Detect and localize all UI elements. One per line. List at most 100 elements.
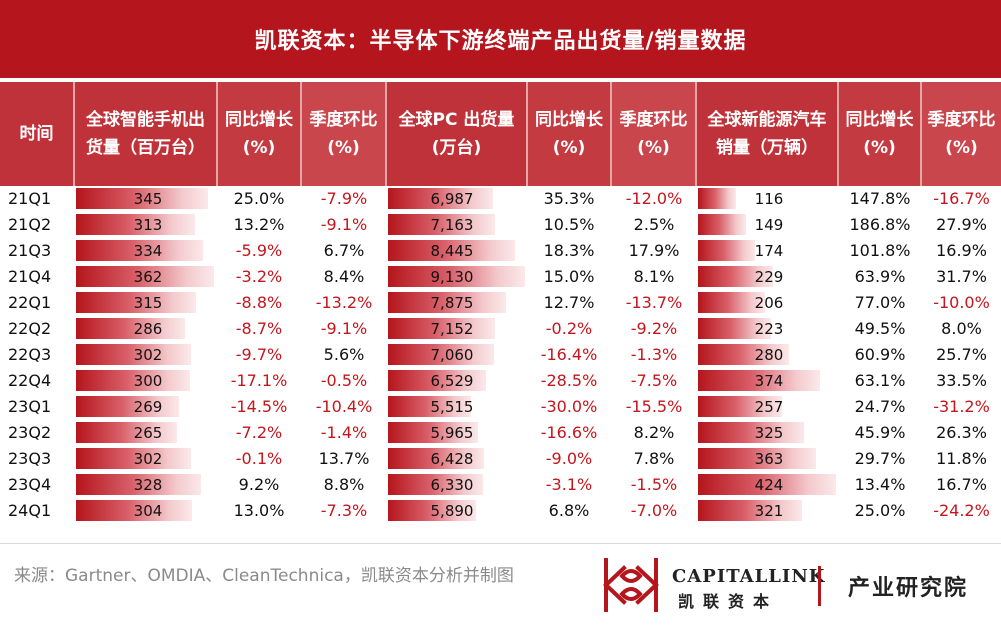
pc-yoy-cell: 12.7% (543, 293, 595, 312)
header-pc: 全球PC 出货量 (万台) (387, 82, 526, 186)
pc-qoq-cell: -13.7% (625, 293, 683, 312)
table-row: 21Q2 313 13.2% -9.1% 7,163 10.5% 2.5% 149 186.8%… (0, 212, 1001, 238)
phone-shipment-value: 362 (133, 268, 163, 286)
pc-yoy-cell: 10.5% (543, 215, 595, 234)
pc-shipment-bar (388, 500, 476, 521)
pc-qoq-cell: -1.5% (630, 475, 678, 494)
ev-sales-bar (698, 214, 746, 235)
header-pc-yoy-line1: 同比增长 (535, 110, 603, 130)
pc-shipment-value: 5,515 (430, 398, 474, 416)
period-cell: 22Q3 (8, 345, 52, 364)
brand-name-en: CAPITALLINK (672, 566, 826, 587)
phone-yoy-cell: -8.7% (235, 319, 283, 338)
phone-qoq-cell: -7.9% (320, 189, 368, 208)
header-phone-qoq-line2: (%) (327, 138, 360, 158)
pc-shipment-bar (388, 474, 483, 495)
ev-qoq-cell: 25.7% (936, 345, 987, 364)
phone-shipment-bar (76, 188, 208, 209)
header-pc-yoy-line2: (%) (552, 138, 586, 158)
period-cell: 22Q1 (8, 293, 52, 312)
pc-shipment-bar (388, 292, 506, 313)
header-phone-yoy-line2: (%) (242, 138, 276, 158)
header-phone: 全球智能手机出 货量（百万台） (75, 82, 216, 186)
phone-shipment-value: 345 (133, 190, 163, 208)
pc-yoy-cell: -16.4% (540, 345, 598, 364)
pc-qoq-cell: -1.3% (630, 345, 678, 364)
ev-qoq-cell: 27.9% (936, 215, 987, 234)
phone-shipment-bar (76, 500, 192, 521)
header-ev-qoq-line2: (%) (945, 138, 978, 158)
phone-yoy-cell: -17.1% (230, 371, 288, 390)
source-note: 来源：Gartner、OMDIA、CleanTechnica，凯联资本分析并制图 (14, 566, 514, 586)
pc-yoy-cell: -28.5% (540, 371, 598, 390)
header-ev: 全球新能源汽车 销量（万辆） (697, 82, 837, 186)
phone-qoq-cell: -0.5% (320, 371, 368, 390)
pc-shipment-value: 5,890 (430, 502, 474, 520)
period-cell: 21Q2 (8, 215, 52, 234)
period-cell: 24Q1 (8, 501, 52, 520)
pc-shipment-bar (388, 448, 484, 469)
header-ev-yoy: 同比增长 (%) (839, 82, 920, 186)
phone-shipment-value: 302 (133, 450, 163, 468)
period-cell: 21Q3 (8, 241, 52, 260)
ev-sales-bar (698, 318, 771, 339)
ev-qoq-cell: -16.7% (933, 189, 990, 208)
period-cell: 21Q1 (8, 189, 52, 208)
phone-shipment-bar (76, 344, 191, 365)
ev-sales-bar (698, 422, 804, 443)
footer-divider (0, 543, 1001, 544)
phone-shipment-value: 269 (133, 398, 163, 416)
pc-shipment-value: 8,445 (430, 242, 474, 260)
header-ev-yoy-line2: (%) (863, 138, 896, 158)
brand-institute: 产业研究院 (848, 575, 969, 601)
period-cell: 21Q4 (8, 267, 52, 286)
header-ev-qoq-line1: 季度环比 (927, 110, 996, 130)
phone-qoq-cell: 6.7% (323, 241, 365, 260)
pc-shipment-value: 6,987 (430, 190, 474, 208)
phone-yoy-cell: -7.2% (235, 423, 283, 442)
ev-yoy-cell: 49.5% (854, 319, 906, 338)
table-row: 22Q2 286 -8.7% -9.1% 7,152 -0.2% -9.2% 223 49.5%… (0, 316, 1001, 342)
pc-yoy-cell: -3.1% (545, 475, 593, 494)
page-title: 凯联资本：半导体下游终端产品出货量/销量数据 (254, 29, 747, 54)
ev-sales-value: 223 (754, 320, 784, 338)
ev-sales-bar (698, 344, 789, 365)
ev-sales-bar (698, 240, 755, 261)
table-row: 22Q1 315 -8.8% -13.2% 7,875 12.7% -13.7% 206 77.… (0, 290, 1001, 316)
ev-qoq-cell: -10.0% (933, 293, 990, 312)
pc-qoq-cell: 7.8% (633, 449, 675, 468)
table-row: 23Q4 328 9.2% 8.8% 6,330 -3.1% -1.5% 424 13.4% 16… (0, 472, 1001, 498)
ev-sales-bar (698, 266, 773, 287)
pc-yoy-cell: 18.3% (543, 241, 595, 260)
ev-sales-value: 116 (754, 190, 784, 208)
ev-qoq-cell: 26.3% (936, 423, 987, 442)
table-row: 24Q1 304 13.0% -7.3% 5,890 6.8% -7.0% 321 25.0% -… (0, 498, 1001, 524)
phone-yoy-cell: -14.5% (230, 397, 288, 416)
pc-qoq-cell: 8.1% (633, 267, 675, 286)
pc-yoy-cell: 35.3% (543, 189, 595, 208)
ev-qoq-cell: 11.8% (936, 449, 987, 468)
header-period: 时间 (0, 82, 73, 186)
pc-shipment-bar (388, 370, 486, 391)
phone-shipment-bar (76, 292, 196, 313)
header-ev-qoq: 季度环比 (%) (922, 82, 1001, 186)
phone-shipment-value: 286 (133, 320, 163, 338)
ev-sales-bar (698, 370, 820, 391)
header-pc-qoq: 季度环比 (%) (612, 82, 695, 186)
pc-shipment-bar (388, 344, 494, 365)
pc-shipment-bar (388, 214, 495, 235)
ev-yoy-cell: 60.9% (854, 345, 906, 364)
table-row: 21Q4 362 -3.2% 8.4% 9,130 15.0% 8.1% 229 63.9% 31… (0, 264, 1001, 290)
ev-sales-value: 363 (754, 450, 784, 468)
pc-yoy-cell: 6.8% (548, 501, 590, 520)
phone-shipment-value: 304 (133, 502, 163, 520)
pc-shipment-bar (388, 188, 493, 209)
pc-qoq-cell: -9.2% (630, 319, 678, 338)
phone-shipment-bar (76, 448, 191, 469)
period-cell: 23Q4 (8, 475, 52, 494)
header-divider (920, 82, 922, 186)
ev-qoq-cell: 33.5% (936, 371, 987, 390)
pc-yoy-cell: -0.2% (545, 319, 593, 338)
pc-shipment-bar (388, 318, 495, 339)
ev-qoq-cell: 16.7% (936, 475, 987, 494)
